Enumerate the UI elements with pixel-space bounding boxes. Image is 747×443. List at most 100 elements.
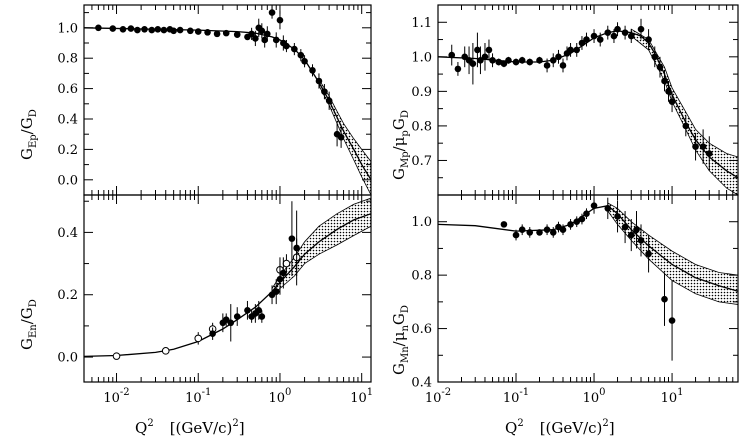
ylabel-gen: GEn/GD <box>18 299 39 350</box>
gep-data-point <box>268 9 276 16</box>
panel-gep: 0.0 0.2 0.4 0.6 0.8 1.0 <box>57 4 372 196</box>
gmp-data-point <box>682 122 690 130</box>
gen-ytick-label: 0.0 <box>57 351 78 366</box>
gmp-data-point <box>518 56 526 64</box>
gen-axes-frame <box>83 194 372 383</box>
gep-data-point <box>148 26 156 34</box>
gep-data-point <box>301 57 308 65</box>
xlabel-left: Q2 [(GeV/c)2] <box>135 418 245 437</box>
gmn-data-point <box>621 223 629 231</box>
gmp-data-point <box>621 29 629 36</box>
gen-filled-point <box>293 244 300 252</box>
gep-ytick-label: 0.0 <box>57 173 78 188</box>
gmn-data-point <box>518 226 526 234</box>
gep-data-point <box>95 24 102 32</box>
gmn-xtick-label: 101 <box>661 387 684 406</box>
gep-data-point <box>252 35 259 42</box>
gen-xtick-label: 100 <box>269 387 292 406</box>
gmn-ytick-label: 1.0 <box>411 215 432 230</box>
gep-data-point <box>272 36 280 44</box>
gmn-xtick-label: 10-1 <box>503 387 529 406</box>
gep-data-point <box>291 45 298 53</box>
gmp-data-point <box>656 63 664 71</box>
gen-filled-point <box>227 319 235 327</box>
gep-data-point <box>154 26 162 33</box>
gmn-ytick-label: 0.8 <box>411 269 432 284</box>
gmp-data-point <box>637 25 645 33</box>
gep-data-point <box>261 36 268 44</box>
gmn-data-point <box>573 218 581 226</box>
gep-data-point <box>325 97 333 105</box>
gen-open-point <box>112 352 121 360</box>
gmn-xtick-label: 10-2 <box>425 387 451 406</box>
gmn-data-point <box>604 205 612 212</box>
gmp-data-point <box>543 62 551 69</box>
gmn-data-point <box>526 229 534 236</box>
gmn-data-point <box>536 229 543 236</box>
gen-filled-point <box>276 275 284 283</box>
gen-filled-point <box>233 313 241 320</box>
gmp-data-point <box>661 77 668 85</box>
gmp-data-point <box>573 46 581 54</box>
gen-ytick-label: 0.2 <box>57 288 78 303</box>
gep-data-point <box>127 25 135 32</box>
gmn-ytick-label: 0.6 <box>411 322 432 337</box>
gmp-ytick-label: 0.9 <box>411 85 432 100</box>
ylabel-gep: GEp/GD <box>18 109 39 160</box>
gen-filled-point <box>255 307 263 314</box>
gmp-data-point <box>559 62 567 69</box>
panel-gmn: 10-2 10-1 100 101 0.4 0.6 0.8 1.0 <box>411 194 739 406</box>
gmn-data-point <box>668 317 676 324</box>
gmp-data-point <box>485 46 493 54</box>
gmp-data-point <box>604 29 612 36</box>
gmp-data-point <box>583 36 590 43</box>
gmp-data-point <box>590 32 598 40</box>
gmn-data-point <box>627 231 635 239</box>
gen-fit-curve <box>83 213 372 358</box>
gmp-data-point <box>692 143 699 150</box>
gmp-data-point <box>596 36 604 43</box>
gen-open-point <box>161 347 170 355</box>
gmp-data-point <box>614 25 621 33</box>
gmn-data-point <box>637 237 645 244</box>
gep-data-point <box>109 25 117 32</box>
gep-data-point <box>315 77 323 85</box>
gmp-ytick-label: 1.1 <box>411 16 432 31</box>
panel-gen: 10-2 10-1 100 101 0.0 0.2 0.4 <box>57 194 373 406</box>
gep-data-point <box>276 16 284 24</box>
gep-ytick-label: 0.6 <box>57 82 78 97</box>
gen-filled-point <box>272 288 280 295</box>
gep-data-point <box>213 30 221 38</box>
gen-filled-point <box>258 313 266 320</box>
gmp-data-point <box>495 58 503 66</box>
gen-filled-point <box>244 307 251 314</box>
gep-ytick-label: 0.4 <box>57 113 78 128</box>
gep-data-point <box>233 31 241 38</box>
gep-data-point <box>141 26 148 33</box>
gep-data-point <box>160 26 168 34</box>
gmp-data-point <box>567 46 574 54</box>
gep-data-point <box>321 88 328 95</box>
gmp-ytick-label: 0.8 <box>411 119 432 134</box>
gmp-data-point <box>699 143 707 150</box>
gmn-data-point <box>567 221 574 228</box>
gmp-data-point <box>555 53 562 61</box>
gep-data-point <box>248 30 255 38</box>
gep-data-point <box>119 26 127 33</box>
gep-data-point <box>176 26 184 34</box>
gen-xtick-label: 101 <box>350 387 373 406</box>
gmp-data-point <box>512 58 520 66</box>
gen-band <box>271 197 372 296</box>
gmn-data-point <box>661 295 668 303</box>
gmp-ytick-label: 1.0 <box>411 50 432 65</box>
gmp-ytick-label: 0.7 <box>411 154 432 169</box>
gmp-data-point <box>645 36 652 43</box>
gmp-data-point <box>536 56 543 64</box>
gmp-data-point <box>665 88 672 95</box>
gep-ytick-label: 0.8 <box>57 52 78 67</box>
ylabel-gmn: GMn/μnGD <box>390 305 411 375</box>
gmn-band <box>607 202 739 305</box>
gep-data-point <box>309 67 316 74</box>
gep-data-point <box>258 27 266 35</box>
